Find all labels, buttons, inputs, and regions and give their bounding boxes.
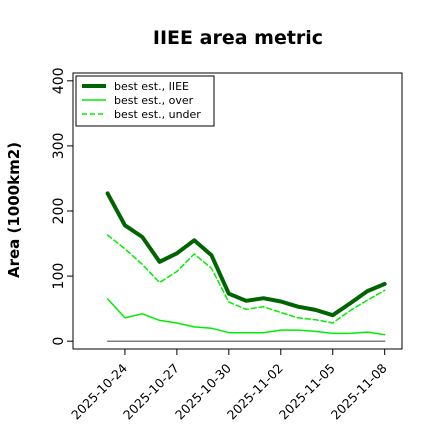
series-best-est-over bbox=[106, 298, 386, 336]
y-tick-label: 200 bbox=[51, 198, 67, 225]
y-tick-label: 0 bbox=[51, 337, 67, 346]
x-ticks: 2025-10-242025-10-272025-10-302025-11-02… bbox=[68, 349, 390, 422]
series-best-est-under bbox=[106, 234, 386, 324]
legend-label: best est., IIEE bbox=[114, 80, 189, 93]
y-tick-label: 400 bbox=[51, 67, 67, 94]
x-tick-label: 2025-11-08 bbox=[328, 360, 390, 422]
series-best-est-iiee bbox=[105, 191, 387, 318]
y-axis-label: Area (1000km2) bbox=[5, 142, 23, 278]
y-tick-label: 300 bbox=[51, 133, 67, 160]
chart-title: IIEE area metric bbox=[153, 27, 323, 49]
legend-label: best est., over bbox=[114, 94, 194, 107]
legend-label: best est., under bbox=[114, 108, 201, 121]
y-ticks: 0 100 200 300 400 bbox=[51, 67, 73, 346]
series-layer bbox=[105, 191, 387, 342]
y-tick-label: 100 bbox=[51, 263, 67, 290]
